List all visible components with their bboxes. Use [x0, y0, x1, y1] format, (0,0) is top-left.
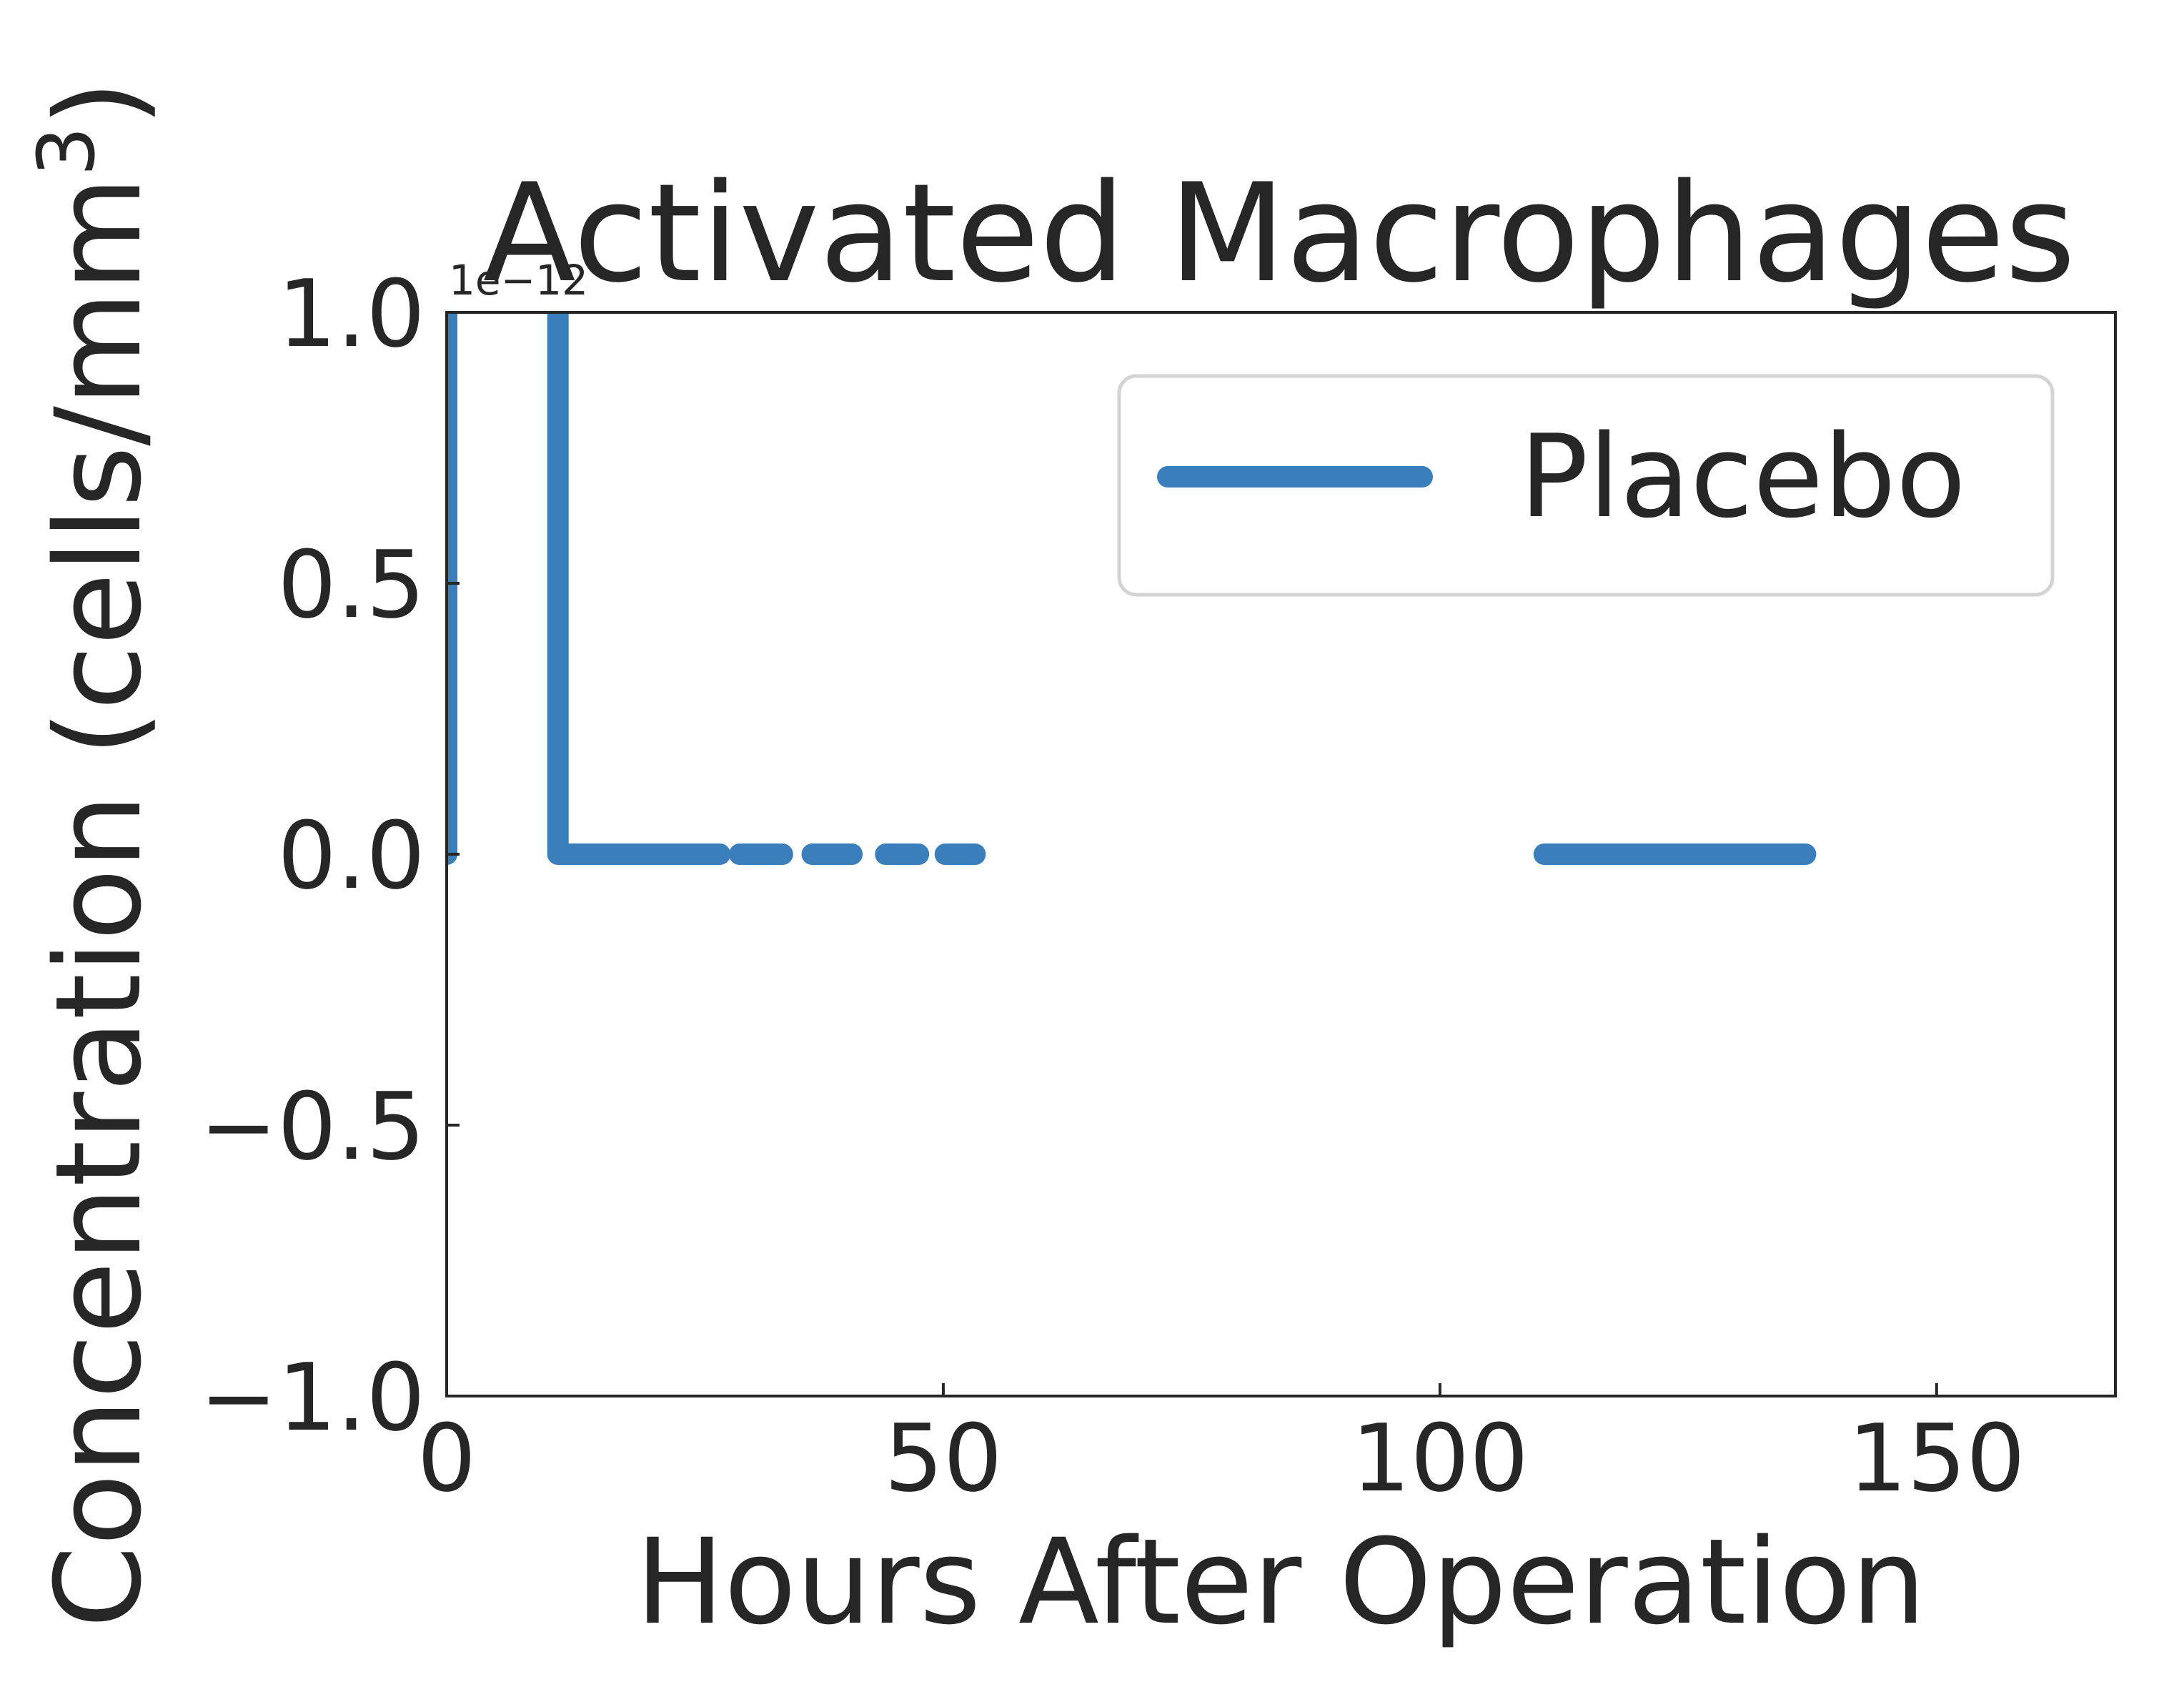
y-tick-label: 1.0 [277, 259, 425, 368]
y-offset-label: 1e−12 [449, 256, 588, 305]
legend-label-placebo: Placebo [1519, 410, 1966, 543]
x-tick-label: 50 [884, 1404, 1002, 1513]
y-tick-label: 0.0 [277, 801, 425, 910]
y-tick-label: 0.5 [277, 530, 425, 639]
series-0-segment-1 [547, 312, 731, 865]
chart-title: Activated Macrophages [483, 154, 2076, 312]
x-tick-label: 150 [1848, 1404, 2025, 1513]
x-tick-label: 0 [417, 1404, 477, 1513]
x-axis: 0 50 100 150 [417, 1383, 2025, 1513]
y-axis: 1.0 0.5 0.0 −0.5 −1.0 [199, 259, 460, 1452]
x-tick-label: 100 [1351, 1404, 1529, 1513]
legend: Placebo [1117, 374, 2055, 597]
series-layer [447, 312, 1817, 865]
y-axis-label-main: Concentration (cells/mm [30, 177, 167, 1628]
y-axis-label: Concentration (cells/mm3) [21, 80, 167, 1628]
y-axis-label-sup: 3 [21, 127, 112, 177]
y-tick-label: −1.0 [199, 1343, 425, 1452]
y-axis-label-close: ) [30, 80, 167, 126]
y-tick-label: −0.5 [199, 1072, 425, 1181]
x-axis-label: Hours After Operation [635, 1513, 1926, 1651]
legend-frame [1117, 374, 2055, 597]
